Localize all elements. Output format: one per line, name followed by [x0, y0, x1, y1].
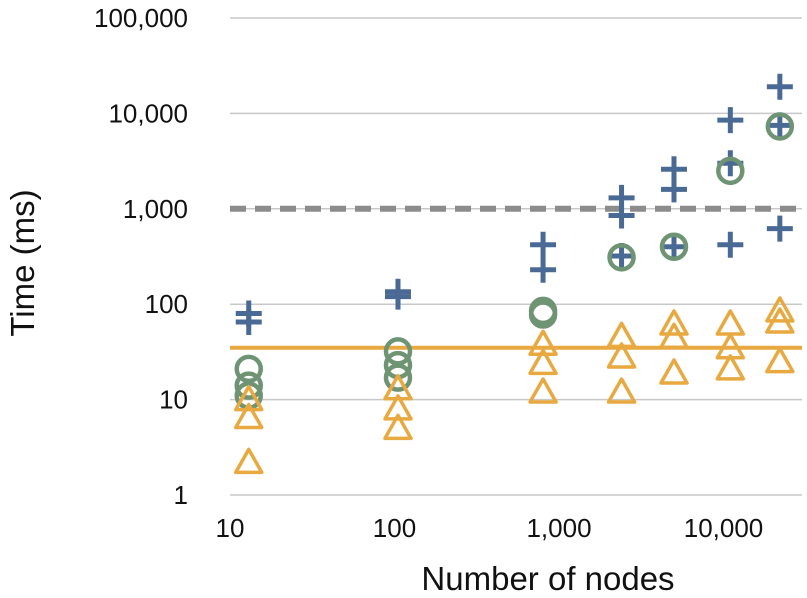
gridlines	[230, 17, 802, 496]
data-markers	[233, 73, 795, 475]
triangle-marker	[659, 358, 689, 385]
x-tick-label: 1,000	[526, 513, 591, 543]
y-tick-label: 10	[159, 385, 188, 415]
triangle-marker	[233, 402, 264, 430]
triangle-marker	[715, 309, 746, 336]
x-axis-title: Number of nodes	[421, 560, 674, 597]
y-tick-label: 10,000	[108, 98, 188, 128]
triangle-marker	[383, 413, 413, 441]
triangle-marker	[606, 342, 637, 369]
y-axis-title: Time (ms)	[4, 189, 41, 336]
x-tick-label: 10,000	[684, 513, 764, 543]
plus-marker	[766, 215, 793, 242]
triangle-marker	[528, 329, 558, 357]
plus-marker	[608, 202, 635, 229]
plus-marker	[235, 309, 262, 336]
triangle-marker	[765, 307, 795, 334]
triangle-marker	[659, 309, 689, 336]
y-tick-label: 1,000	[123, 194, 188, 224]
triangle-marker	[765, 346, 795, 374]
circle-marker	[383, 363, 413, 392]
circle-marker	[659, 232, 689, 262]
plus-marker	[717, 107, 744, 134]
x-axis-ticks: 10 100 1,000 10,000	[216, 513, 764, 543]
plus-marker	[530, 256, 557, 283]
triangle-marker	[233, 384, 264, 412]
y-tick-label: 100,000	[94, 3, 188, 33]
x-tick-label: 100	[373, 513, 416, 543]
plus-marker	[530, 231, 557, 258]
circle-marker	[528, 300, 558, 329]
y-tick-label: 100	[145, 289, 188, 319]
triangle-marker	[606, 377, 637, 404]
circle-marker	[716, 156, 745, 186]
triangle-marker	[765, 296, 795, 323]
triangle-marker	[659, 322, 689, 350]
y-axis-ticks: 1 10 100 1,000 10,000 100,000	[94, 3, 188, 510]
circle-marker	[234, 354, 263, 384]
circle-marker	[607, 243, 636, 272]
plus-marker	[717, 231, 744, 258]
triangle-marker	[233, 447, 264, 475]
triangle-marker	[528, 348, 558, 376]
y-tick-label: 1	[174, 480, 188, 510]
circle-marker	[234, 371, 263, 400]
plus-marker	[660, 176, 687, 203]
plus-marker	[384, 283, 411, 310]
plus-marker	[766, 73, 793, 100]
triangle-marker	[528, 377, 558, 404]
plus-marker	[660, 233, 687, 260]
reference-lines	[230, 205, 802, 350]
triangle-marker	[715, 354, 746, 381]
circle-marker	[765, 112, 795, 141]
x-tick-label: 10	[216, 513, 245, 543]
